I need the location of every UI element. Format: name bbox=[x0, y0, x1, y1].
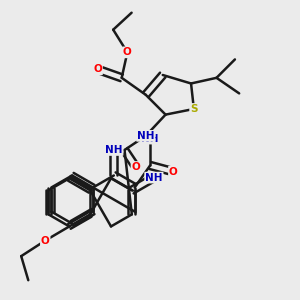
Text: O: O bbox=[41, 236, 50, 246]
Text: NH: NH bbox=[137, 131, 154, 141]
Text: O: O bbox=[93, 64, 102, 74]
Text: S: S bbox=[190, 104, 198, 114]
Text: O: O bbox=[169, 167, 178, 177]
Text: NH: NH bbox=[145, 172, 163, 183]
Text: O: O bbox=[123, 47, 132, 57]
Text: NH: NH bbox=[105, 145, 123, 155]
Text: NH: NH bbox=[141, 134, 159, 144]
Text: O: O bbox=[131, 162, 140, 172]
